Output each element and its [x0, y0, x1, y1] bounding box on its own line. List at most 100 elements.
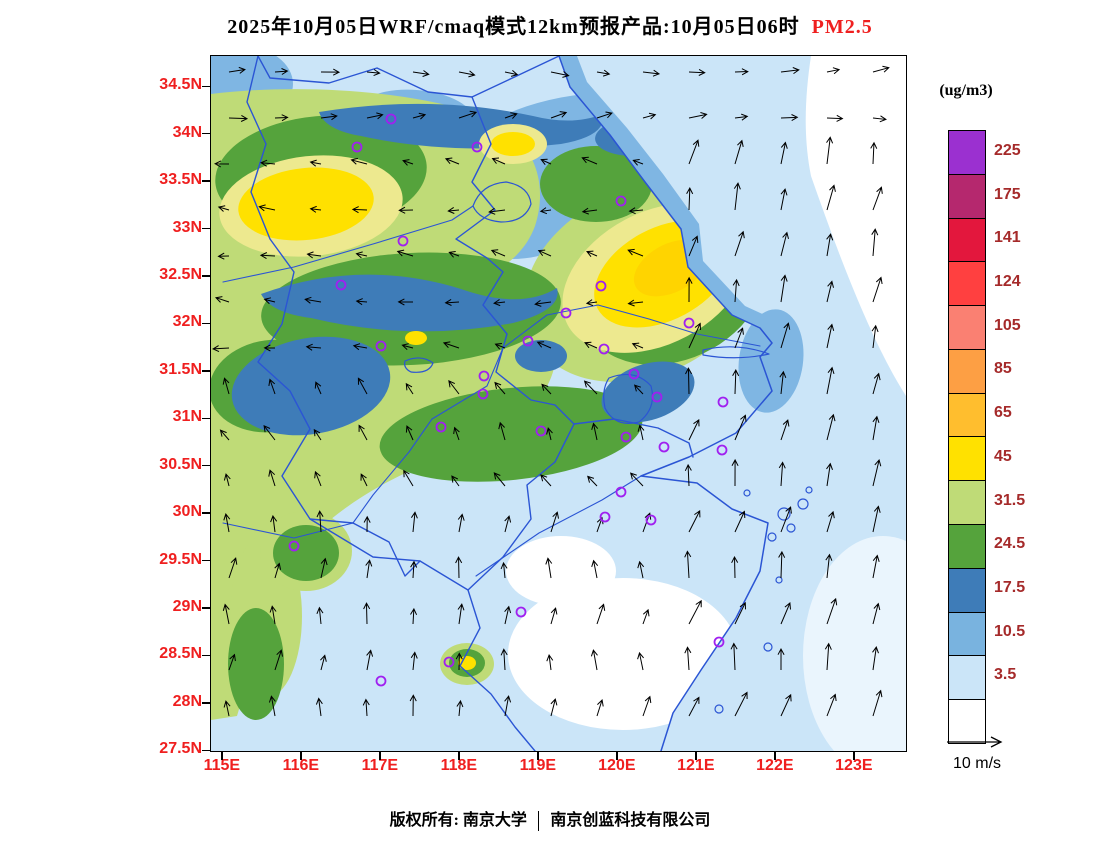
axis-tick	[695, 751, 697, 760]
wind-arrow	[778, 461, 786, 487]
wind-arrow	[366, 69, 381, 77]
field-patch	[405, 331, 427, 345]
colorbar-cell	[949, 700, 985, 743]
taihu-lake	[603, 373, 654, 424]
wind-arrow	[396, 249, 414, 257]
chaohu-lake	[404, 357, 434, 373]
wind-arrow	[442, 341, 460, 349]
lat-tick-label: 29.5N	[159, 550, 202, 568]
axis-tick	[202, 749, 210, 752]
wind-arrow	[642, 112, 657, 120]
wind-arrow	[780, 693, 792, 717]
wind-arrow	[457, 603, 465, 625]
city-marker	[599, 511, 611, 523]
wind-arrow	[871, 228, 879, 257]
lat-tick-label: 32.5N	[159, 266, 202, 284]
city-marker	[375, 675, 387, 687]
wind-arrow	[872, 689, 883, 717]
wind-arrow	[268, 469, 276, 487]
wind-arrow	[316, 510, 324, 533]
wind-arrow	[826, 413, 836, 441]
wind-arrow	[401, 343, 414, 350]
island	[775, 576, 783, 584]
field-patch	[379, 386, 643, 482]
colorbar-cell	[949, 656, 985, 701]
wind-arrow	[731, 555, 739, 579]
axis-tick	[202, 322, 210, 325]
copyright-footer: 版权所有: 南京大学 南京创蓝科技有限公司	[0, 806, 1100, 832]
wind-arrow	[627, 248, 644, 257]
field-patch	[506, 536, 616, 606]
colorbar-cell	[949, 612, 985, 657]
wind-arrow	[455, 556, 463, 579]
lat-tick-label: 31N	[172, 408, 202, 426]
wind-arrow	[734, 601, 746, 625]
colorbar-cell	[949, 218, 985, 263]
island	[797, 498, 809, 510]
wind-arrow	[778, 550, 786, 579]
city-marker	[522, 335, 534, 347]
wind-arrow	[304, 296, 322, 304]
wind-arrow	[355, 298, 368, 306]
field-patch	[540, 146, 652, 222]
wind-arrow	[490, 249, 506, 257]
field-patch	[491, 132, 535, 156]
lat-tick-label: 34N	[172, 123, 202, 141]
wind-arrow	[537, 249, 552, 257]
wind-arrow	[448, 251, 460, 258]
wind-arrow	[500, 561, 508, 579]
wind-arrow	[263, 344, 276, 352]
wind-arrow	[872, 186, 883, 211]
wind-arrow	[274, 649, 283, 671]
wind-arrow	[306, 251, 322, 259]
wind-arrow	[780, 67, 800, 75]
wind-arrow	[504, 112, 518, 119]
axis-tick	[202, 180, 210, 182]
lat-tick-label: 30N	[172, 503, 202, 521]
wind-arrow	[550, 698, 558, 717]
wind-arrow	[410, 560, 418, 579]
colorbar-labels: 225 175 141 124 105 85 65 45 31.5 24.5 17.5 10.5 3.5	[994, 130, 1074, 742]
wind-arrow	[583, 380, 598, 395]
wind-arrow	[642, 695, 652, 717]
axis-tick	[202, 559, 210, 562]
lon-tick-label: 120E	[598, 757, 636, 774]
field-patch	[231, 336, 391, 436]
wind-arrow	[629, 472, 644, 487]
wind-arrow	[633, 384, 644, 395]
wind-arrow	[585, 299, 598, 307]
wind-vector-layer	[212, 65, 890, 717]
wind-arrow	[871, 324, 879, 349]
wind-arrow	[228, 114, 249, 122]
wind-arrow	[581, 207, 598, 215]
wind-arrow	[320, 654, 327, 671]
wind-arrow	[545, 557, 553, 579]
wind-arrow	[688, 599, 702, 625]
wind-arrow	[362, 698, 370, 717]
lon-tick-label: 121E	[677, 757, 715, 774]
colorbar-level-label: 17.5	[994, 579, 1026, 596]
wind-arrow	[688, 322, 701, 349]
wind-arrow	[872, 458, 882, 487]
map-area	[210, 55, 907, 752]
wind-arrow	[540, 474, 552, 487]
wind-arrow	[314, 381, 322, 395]
wind-arrow	[872, 505, 881, 533]
city-marker	[716, 444, 728, 456]
wind-arrow	[642, 608, 650, 625]
wind-arrow	[826, 510, 835, 533]
wind-arrow	[826, 184, 836, 211]
wind-arrow	[780, 602, 791, 625]
island	[777, 507, 791, 521]
wind-arrow	[732, 278, 740, 303]
colorbar-cell	[949, 174, 985, 219]
wind-arrow	[366, 649, 374, 671]
field-patch	[803, 536, 906, 751]
wind-arrow	[734, 230, 745, 257]
wind-arrow	[268, 695, 276, 717]
wind-arrow	[632, 159, 644, 166]
city-marker	[478, 370, 490, 382]
lon-tick-label: 117E	[361, 757, 399, 774]
wind-arrow	[320, 68, 341, 76]
lon-tick-label: 122E	[756, 757, 794, 774]
